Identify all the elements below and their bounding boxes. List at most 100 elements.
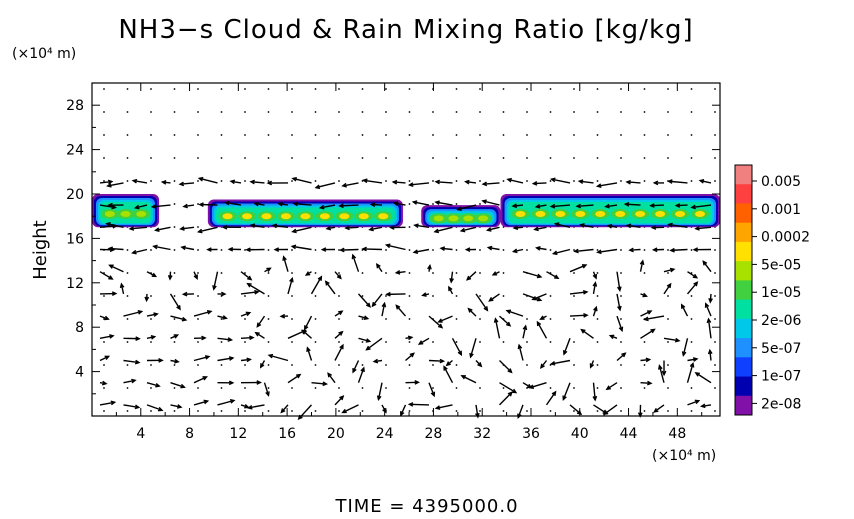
grid-dot: [620, 295, 622, 297]
grid-dot: [549, 387, 552, 389]
wind-arrow-head: [306, 346, 311, 352]
grid-dot: [573, 111, 575, 113]
grid-dot: [479, 387, 481, 389]
grid-dot: [643, 272, 646, 274]
grid-dot: [455, 134, 458, 136]
wind-arrow: [616, 293, 621, 310]
wind-arrow-head: [108, 264, 114, 269]
wind-arrow-head: [531, 296, 537, 301]
chart-title: NH3−s Cloud & Rain Mixing Ratio [kg/kg]: [118, 15, 693, 45]
wind-arrow-head: [592, 395, 598, 402]
wind-arrow-head: [371, 301, 377, 308]
wind-arrow-head: [692, 357, 699, 362]
grid-dot: [714, 341, 716, 343]
colorbar-swatch: [735, 318, 752, 339]
wind-arrow: [170, 382, 185, 388]
wind-arrow-head: [493, 317, 499, 323]
cloud-core: [280, 213, 291, 220]
wind-arrow-head: [376, 395, 382, 402]
wind-arrow: [292, 245, 312, 251]
grid-dot: [432, 364, 434, 366]
wind-arrow: [169, 293, 181, 310]
wind-arrow-head: [414, 380, 421, 385]
wind-arrow-head: [167, 274, 173, 281]
wind-arrow: [663, 283, 672, 295]
grid-dot: [432, 387, 434, 389]
grid-dot: [643, 410, 646, 412]
wind-arrow: [529, 382, 547, 389]
grid-dot: [479, 318, 481, 320]
wind-arrow-head: [575, 203, 582, 209]
wind-arrow: [287, 374, 301, 384]
wind-arrow-head: [174, 358, 180, 364]
grid-dot: [479, 272, 481, 274]
grid-dot: [526, 88, 528, 90]
x-tick-label: 12: [229, 426, 247, 442]
wind-arrow-head: [595, 183, 602, 188]
wind-arrow: [605, 204, 618, 208]
grid-dot: [150, 157, 152, 159]
grid-dot: [690, 180, 693, 182]
wind-arrow-head: [128, 226, 135, 231]
grid-dot: [197, 157, 199, 159]
wind-arrow: [443, 366, 454, 384]
x-tick-label: 44: [620, 426, 638, 442]
wind-arrow-head: [394, 270, 401, 275]
wind-arrow-head: [110, 400, 117, 406]
grid-dot: [267, 410, 270, 412]
wind-arrow: [606, 382, 618, 390]
wind-arrow: [146, 382, 160, 387]
grid-dot: [502, 111, 505, 113]
wind-arrow-head: [206, 309, 213, 315]
grid-dot: [361, 272, 364, 274]
grid-dot: [596, 318, 599, 320]
wind-arrow-head: [108, 275, 114, 280]
grid-dot: [714, 410, 716, 412]
wind-arrow: [569, 314, 588, 317]
wind-arrow: [217, 399, 235, 406]
wind-arrow-head: [407, 402, 414, 407]
wind-arrow-head: [382, 408, 387, 414]
wind-arrow: [386, 244, 406, 251]
grid-dot: [126, 364, 129, 366]
grid-dot: [526, 341, 528, 343]
colorbar-label: 1e-07: [761, 369, 801, 385]
plot-frame: [91, 82, 721, 417]
grid-dot: [220, 157, 223, 159]
wind-arrow-head: [246, 357, 252, 363]
wind-arrow: [569, 404, 582, 415]
grid-dot: [385, 249, 387, 251]
grid-dot: [267, 88, 270, 90]
grid-dot: [338, 364, 340, 366]
grid-dot: [714, 157, 716, 159]
grid-dot: [573, 88, 575, 90]
grid-dot: [596, 157, 599, 159]
wind-arrow-head: [536, 273, 543, 279]
wind-arrow: [436, 404, 453, 409]
wind-arrow: [240, 291, 259, 295]
wind-arrow-head: [280, 408, 286, 414]
grid-dot: [291, 295, 293, 297]
y-tick-label: 24: [66, 143, 84, 159]
grid-dot: [690, 410, 693, 412]
wind-arrow: [381, 303, 386, 317]
grid-dot: [479, 203, 481, 205]
wind-arrow: [217, 357, 234, 362]
grid-dot: [173, 272, 176, 274]
wind-arrow-head: [224, 200, 230, 206]
grid-dot: [361, 295, 364, 297]
wind-arrow-head: [694, 399, 701, 405]
wind-arrow: [551, 204, 571, 208]
wind-arrow-head: [351, 253, 357, 260]
wind-arrow-head: [649, 203, 655, 208]
wind-arrow-head: [680, 303, 686, 309]
wind-arrow-head: [352, 367, 357, 374]
wind-arrow-head: [439, 246, 446, 251]
grid-dot: [479, 180, 481, 182]
grid-dot: [479, 341, 481, 343]
wind-arrow-head: [134, 359, 141, 365]
wind-arrow-head: [628, 247, 634, 253]
grid-dot: [573, 134, 575, 136]
wind-arrow-head: [153, 312, 159, 317]
wind-arrow: [686, 363, 694, 383]
